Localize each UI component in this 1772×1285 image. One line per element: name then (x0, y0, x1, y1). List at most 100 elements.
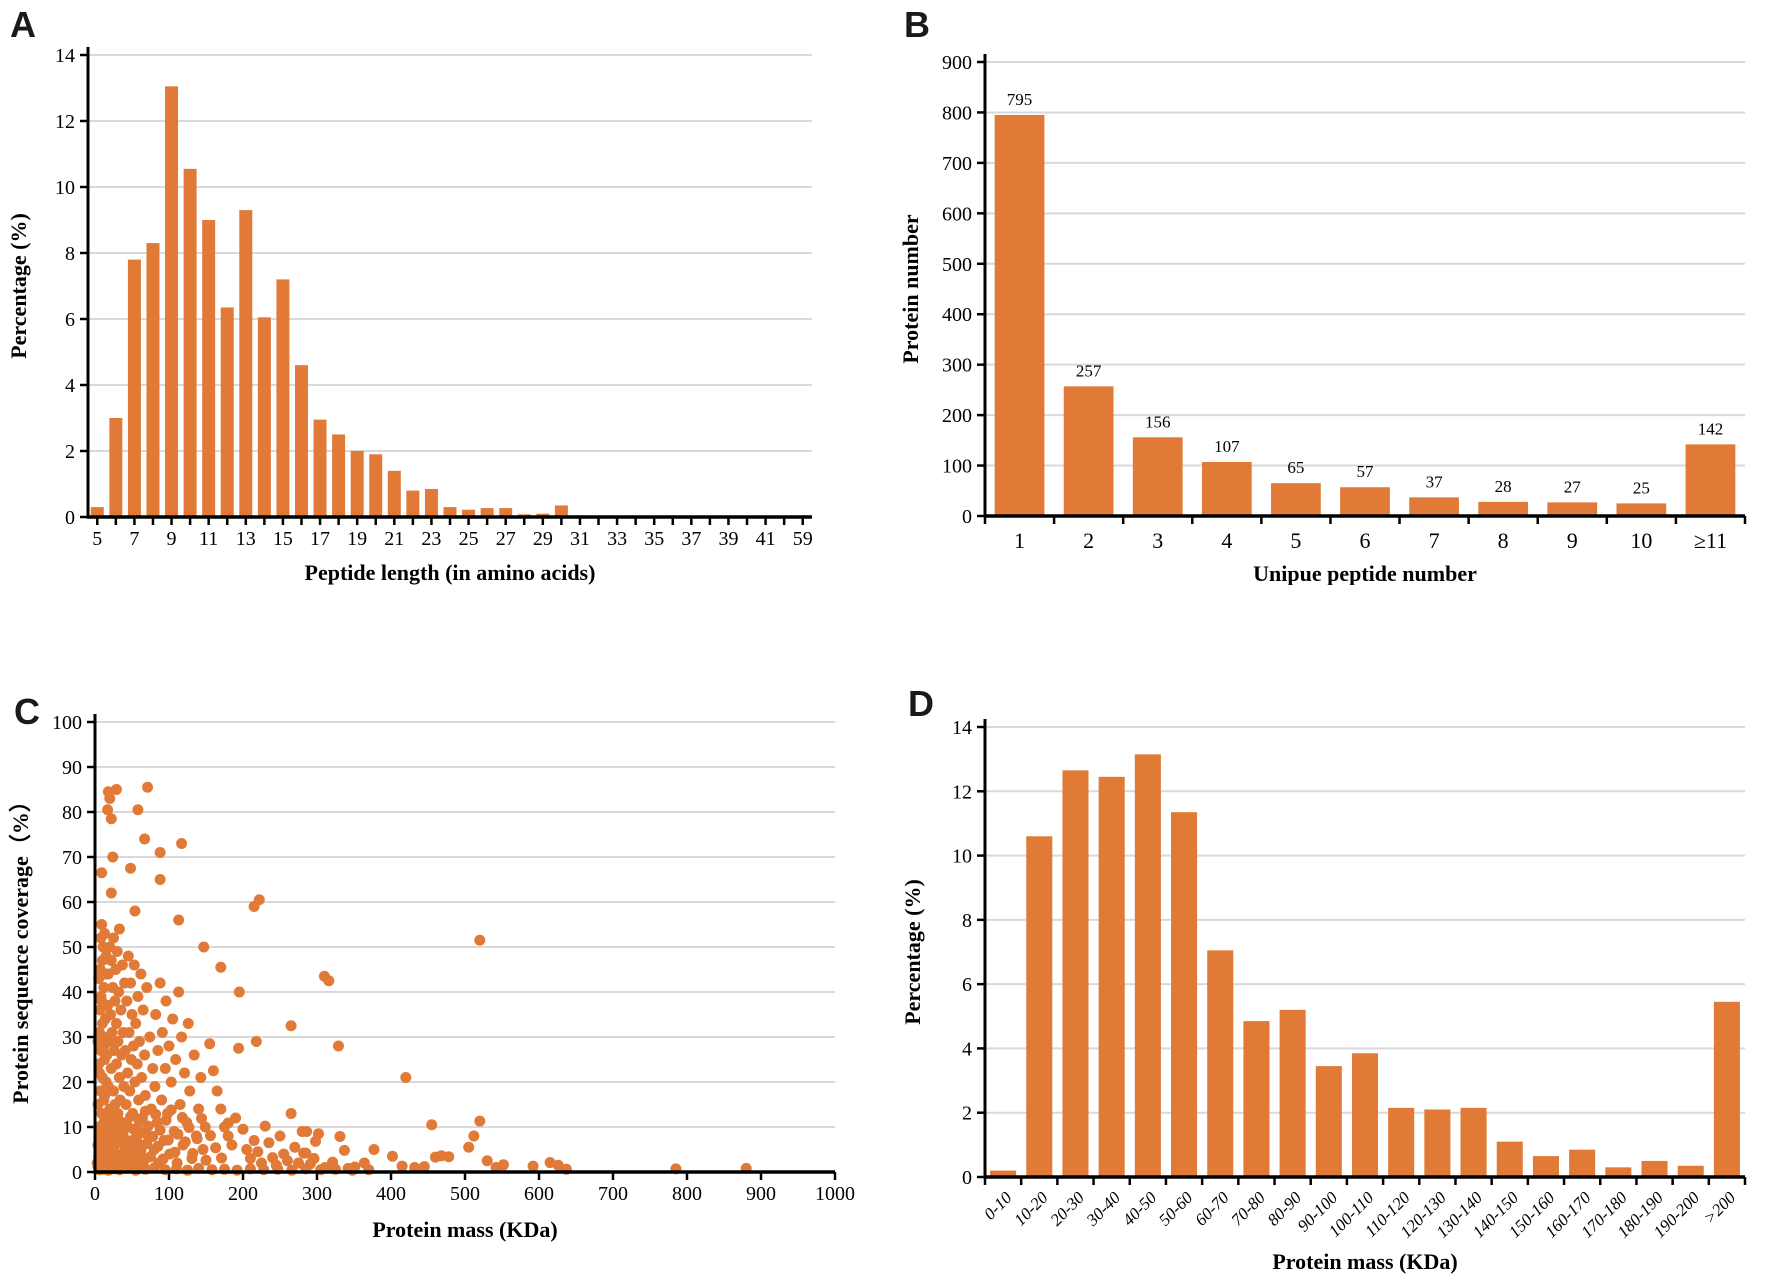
data-point (474, 1115, 486, 1127)
data-point (216, 1152, 228, 1164)
bar (146, 243, 160, 517)
bar (499, 508, 513, 517)
bar (1063, 386, 1114, 516)
data-point (115, 1004, 127, 1016)
x-tick-label: 11 (199, 528, 218, 550)
x-tick-label: 37 (681, 528, 701, 550)
y-tick-label: 20 (62, 1072, 82, 1094)
data-point (293, 1157, 304, 1169)
bar (462, 509, 476, 517)
y-tick-label: 600 (942, 203, 972, 225)
data-point (170, 1054, 182, 1065)
x-tick-label: 3 (1152, 528, 1163, 553)
data-point (126, 1143, 138, 1155)
data-point (165, 1104, 177, 1116)
data-point (289, 1141, 301, 1153)
data-point (119, 1045, 131, 1056)
data-point (133, 1036, 145, 1047)
data-point (173, 914, 185, 926)
x-axis-title: Protein mass (KDa) (372, 1217, 557, 1242)
data-point (154, 1124, 166, 1136)
x-tick-label: 35 (644, 528, 664, 550)
data-point (122, 1067, 134, 1079)
data-point (125, 862, 137, 874)
bar (1026, 836, 1053, 1177)
data-point (130, 1164, 142, 1176)
y-tick-label: 400 (942, 304, 972, 326)
bar (1685, 444, 1736, 516)
x-tick-label: 1 (1014, 528, 1025, 553)
data-point (310, 1135, 322, 1147)
peptide-length-bar-chart: 0 2 4 6 8 10 12 14 5 7 9 11 13 15 17 19 21 23 25 27 29 31 33 35… (6, 45, 813, 585)
bar-value-label: 795 (1007, 90, 1032, 109)
y-tick-label: 40 (62, 982, 82, 1004)
y-tick-label: 10 (952, 846, 972, 868)
data-point (174, 1099, 186, 1110)
bar (1201, 462, 1252, 516)
x-tick-label: 9 (1567, 528, 1578, 553)
data-point (135, 968, 147, 980)
bar (424, 488, 438, 517)
y-tick-label: 2 (962, 1103, 972, 1125)
bar (332, 434, 346, 517)
data-point (139, 833, 151, 845)
data-point (95, 991, 107, 1002)
data-point (173, 986, 185, 998)
data-point (226, 1139, 238, 1151)
data-point (169, 1146, 181, 1158)
data-point (481, 1155, 493, 1167)
bar (480, 508, 494, 517)
data-point (125, 977, 137, 989)
data-point (160, 995, 172, 1007)
data-point (334, 1130, 346, 1142)
bar (257, 317, 271, 517)
data-point (179, 1067, 191, 1079)
data-point (301, 1126, 313, 1137)
bar-value-label: 37 (1426, 472, 1444, 491)
data-point (126, 1009, 138, 1020)
data-point (96, 1018, 108, 1029)
bar (1460, 1107, 1487, 1177)
data-point (285, 1108, 297, 1119)
data-point (253, 894, 265, 906)
y-tick-label: 4 (962, 1038, 972, 1060)
data-point (105, 955, 117, 966)
data-point (96, 919, 108, 930)
x-tick-label: 27 (496, 528, 516, 550)
y-tick-label: 6 (962, 974, 972, 996)
data-point (136, 1072, 148, 1083)
x-axis-title: Unipue peptide number (1253, 561, 1477, 585)
bar (239, 210, 253, 517)
data-point (197, 1144, 209, 1155)
x-tick-label: 17 (310, 528, 330, 550)
data-point (183, 1121, 195, 1133)
panel-c-letter: C (14, 691, 40, 732)
data-point (396, 1160, 408, 1172)
bar (1641, 1160, 1668, 1177)
x-axis-title: Protein mass (KDa) (1272, 1249, 1457, 1274)
bar (406, 490, 420, 517)
data-point (163, 1040, 175, 1052)
unique-peptide-number-bar-chart: 0100200300400500600700800900795257156107… (898, 52, 1747, 585)
x-tick-label: 10 (1630, 528, 1652, 553)
x-tick-label: 900 (746, 1183, 776, 1205)
data-point (142, 1120, 154, 1132)
protein-mass-bins-bar-chart: 0 2 4 6 8 10 12 14 0-1010-2020-3030-4040-5050-60… (900, 717, 1747, 1274)
data-point (233, 986, 245, 998)
x-tick-label: 7 (1429, 528, 1440, 553)
y-tick-label: 90 (62, 757, 82, 779)
data-point (182, 1018, 194, 1029)
bar (350, 451, 364, 517)
data-point (198, 941, 210, 953)
y-tick-label: 0 (72, 1162, 82, 1184)
data-point (109, 995, 121, 1007)
bar (202, 220, 216, 517)
data-point (167, 1013, 179, 1025)
panel-d: D 0 2 4 6 8 10 12 14 0-10 10-20 20-30 30-40 40-50 50-… (860, 585, 1772, 1285)
bar (1605, 1167, 1632, 1177)
data-point (204, 1038, 216, 1050)
bar (109, 418, 123, 517)
bar (1547, 502, 1598, 516)
data-point (129, 905, 141, 917)
